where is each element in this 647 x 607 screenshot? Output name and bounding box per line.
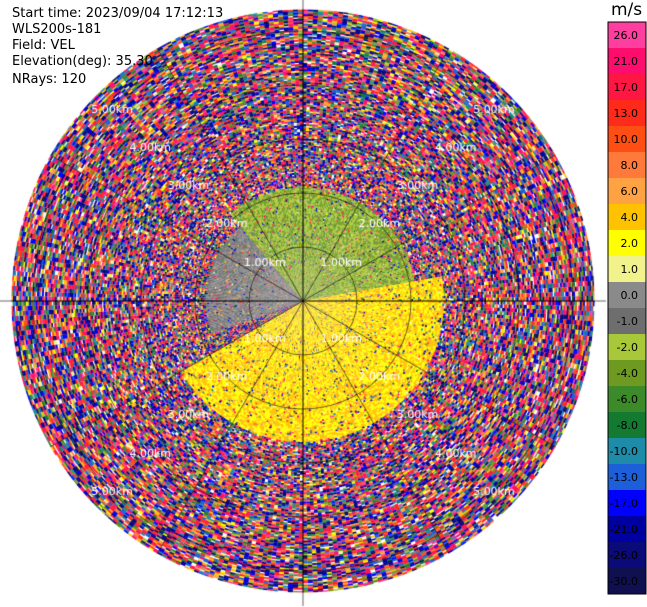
colorbar-tick-label: -21.0 (610, 523, 638, 536)
elevation-text: Elevation(deg): 35.30 (12, 54, 153, 69)
colorbar-tick-label: 26.0 (614, 29, 639, 42)
colorbar-swatch (608, 308, 646, 335)
colorbar-tick-label: -30.0 (610, 575, 638, 588)
colorbar-swatch (608, 152, 646, 179)
colorbar-tick-label: 1.0 (621, 263, 639, 276)
colorbar-tick-label: -17.0 (610, 497, 638, 510)
colorbar-swatch (608, 22, 646, 49)
colorbar-tick-label: -13.0 (610, 471, 638, 484)
colorbar-tick-label: 10.0 (614, 133, 639, 146)
colorbar-swatch (608, 490, 646, 517)
colorbar-swatch (608, 386, 646, 413)
colorbar-tick-label: -6.0 (617, 393, 638, 406)
colorbar-swatch (608, 256, 646, 283)
colorbar-swatch (608, 48, 646, 75)
colorbar-tick-label: -26.0 (610, 549, 638, 562)
colorbar-tick-label: -8.0 (617, 419, 638, 432)
colorbar-swatch (608, 360, 646, 387)
colorbar-tick-label: 4.0 (621, 211, 639, 224)
colorbar-swatch (608, 412, 646, 439)
colorbar-title: m/s (611, 0, 643, 20)
colorbar-swatch (608, 204, 646, 231)
colorbar-tick-label: -10.0 (610, 445, 638, 458)
colorbar-swatch (608, 464, 646, 491)
colorbar-swatch (608, 516, 646, 543)
nrays-text: NRays: 120 (12, 72, 87, 87)
colorbar-tick-label: 2.0 (621, 237, 639, 250)
instrument-name-text: WLS200s-181 (12, 22, 102, 37)
colorbar-swatch (608, 438, 646, 465)
colorbar-tick-label: 21.0 (614, 55, 639, 68)
colorbar-swatch (608, 100, 646, 127)
colorbar-swatch (608, 568, 646, 595)
colorbar-swatch (608, 334, 646, 361)
colorbar-swatch (608, 230, 646, 257)
colorbar-tick-label: -4.0 (617, 367, 638, 380)
colorbar-swatch (608, 542, 646, 569)
colorbar-frame (607, 21, 647, 595)
field-text: Field: VEL (12, 38, 75, 53)
colorbar-tick-label: -2.0 (617, 341, 638, 354)
colorbar-tick-label: 0.0 (621, 289, 639, 302)
colorbar-tick-label: 6.0 (621, 185, 639, 198)
colorbar-swatch (608, 74, 646, 101)
colorbar-tick-label: 13.0 (614, 107, 639, 120)
colorbar-tick-label: -1.0 (617, 315, 638, 328)
colorbar-tick-label: 8.0 (621, 159, 639, 172)
start-time-text: Start time: 2023/09/04 17:12:13 (12, 6, 224, 21)
colorbar-swatch (608, 282, 646, 309)
colorbar-swatch (608, 178, 646, 205)
colorbar-swatch (608, 126, 646, 153)
colorbar-tick-label: 17.0 (614, 81, 639, 94)
